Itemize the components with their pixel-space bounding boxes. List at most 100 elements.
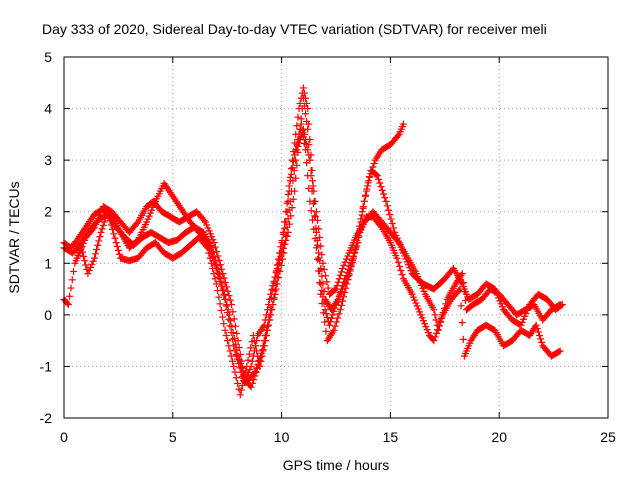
data-point-marker <box>392 231 400 239</box>
data-point-marker <box>260 342 268 350</box>
data-point-marker <box>403 258 411 266</box>
data-point-marker <box>322 327 330 335</box>
x-tick-label: 20 <box>491 429 507 445</box>
data-point-marker <box>247 362 255 370</box>
data-point-marker <box>108 225 116 233</box>
data-point-marker <box>436 318 444 326</box>
data-point-marker <box>414 305 422 313</box>
data-point-marker <box>364 182 372 190</box>
data-point-marker <box>355 232 363 240</box>
data-point-marker <box>430 306 438 314</box>
data-point-marker <box>346 262 354 270</box>
data-point-marker <box>148 206 156 214</box>
data-point-marker <box>99 221 107 229</box>
data-point-marker <box>244 356 252 364</box>
data-point-marker <box>343 269 351 277</box>
data-point-marker <box>264 322 272 330</box>
data-point-marker <box>224 337 232 345</box>
data-point-marker <box>388 220 396 228</box>
data-point-marker <box>533 325 541 333</box>
data-point-marker <box>519 315 527 323</box>
data-point-marker <box>341 275 349 283</box>
data-point-marker <box>228 301 236 309</box>
data-point-marker <box>234 379 242 387</box>
data-point-marker <box>265 301 273 309</box>
data-point-marker <box>79 239 87 247</box>
data-point-marker <box>372 171 380 179</box>
data-point-marker <box>87 263 95 271</box>
data-point-marker <box>133 220 141 228</box>
data-point-marker <box>107 221 115 229</box>
data-point-marker <box>534 328 542 336</box>
data-point-marker <box>409 293 417 301</box>
data-point-marker <box>311 212 319 220</box>
data-point-marker <box>204 244 212 252</box>
data-point-marker <box>342 272 350 280</box>
data-point-marker <box>215 270 223 278</box>
data-point-marker <box>288 164 296 172</box>
data-point-marker <box>253 337 261 345</box>
data-point-marker <box>411 296 419 304</box>
data-point-marker <box>247 383 255 391</box>
data-point-marker <box>253 364 261 372</box>
data-point-marker <box>397 243 405 251</box>
data-point-marker <box>307 172 315 180</box>
data-point-marker <box>210 270 218 278</box>
data-point-marker <box>434 326 442 334</box>
data-point-marker <box>232 374 240 382</box>
data-point-marker <box>406 264 414 272</box>
data-point-marker <box>408 290 416 298</box>
data-point-marker <box>302 146 310 154</box>
data-point-marker <box>230 362 238 370</box>
data-point-marker <box>207 259 215 267</box>
data-point-marker <box>286 177 294 185</box>
data-point-marker <box>336 306 344 314</box>
data-point-marker <box>212 257 220 265</box>
data-point-marker <box>324 284 332 292</box>
data-point-marker <box>205 227 213 235</box>
data-point-marker <box>401 252 409 260</box>
data-point-marker <box>249 352 257 360</box>
data-point-marker <box>352 246 360 254</box>
data-point-marker <box>209 248 217 256</box>
data-point-marker <box>222 331 230 339</box>
data-point-marker <box>317 242 325 250</box>
data-point-marker <box>330 326 338 334</box>
data-point-marker <box>271 273 279 281</box>
data-point-marker <box>260 321 268 329</box>
data-point-marker <box>312 224 320 232</box>
data-point-marker <box>293 161 301 169</box>
data-point-marker <box>378 186 386 194</box>
data-point-marker <box>256 362 264 370</box>
data-point-marker <box>201 218 209 226</box>
data-point-marker <box>323 278 331 286</box>
data-point-marker <box>259 347 267 355</box>
data-point-marker <box>312 208 320 216</box>
data-point-marker <box>457 302 465 310</box>
data-point-marker <box>222 295 230 303</box>
data-point-marker <box>143 218 151 226</box>
data-point-marker <box>299 94 307 102</box>
data-point-marker <box>532 321 540 329</box>
data-point-marker <box>110 230 118 238</box>
data-point-marker <box>144 215 152 223</box>
data-point-marker <box>85 267 93 275</box>
data-point-marker <box>316 257 324 265</box>
data-point-marker <box>297 115 305 123</box>
data-point-marker <box>268 286 276 294</box>
data-point-marker <box>66 292 74 300</box>
data-point-marker <box>81 257 89 265</box>
data-point-marker <box>284 197 292 205</box>
data-point-marker <box>518 318 526 326</box>
data-point-marker <box>95 237 103 245</box>
y-tick-label: 0 <box>44 307 52 323</box>
data-point-marker <box>231 322 239 330</box>
data-point-marker <box>354 239 362 247</box>
data-point-marker <box>215 293 223 301</box>
y-tick-label: 2 <box>44 204 52 220</box>
y-axis-label: SDTVAR / TECUs <box>6 181 22 293</box>
data-point-marker <box>76 248 84 256</box>
data-point-marker <box>294 113 302 121</box>
data-point-marker <box>309 182 317 190</box>
